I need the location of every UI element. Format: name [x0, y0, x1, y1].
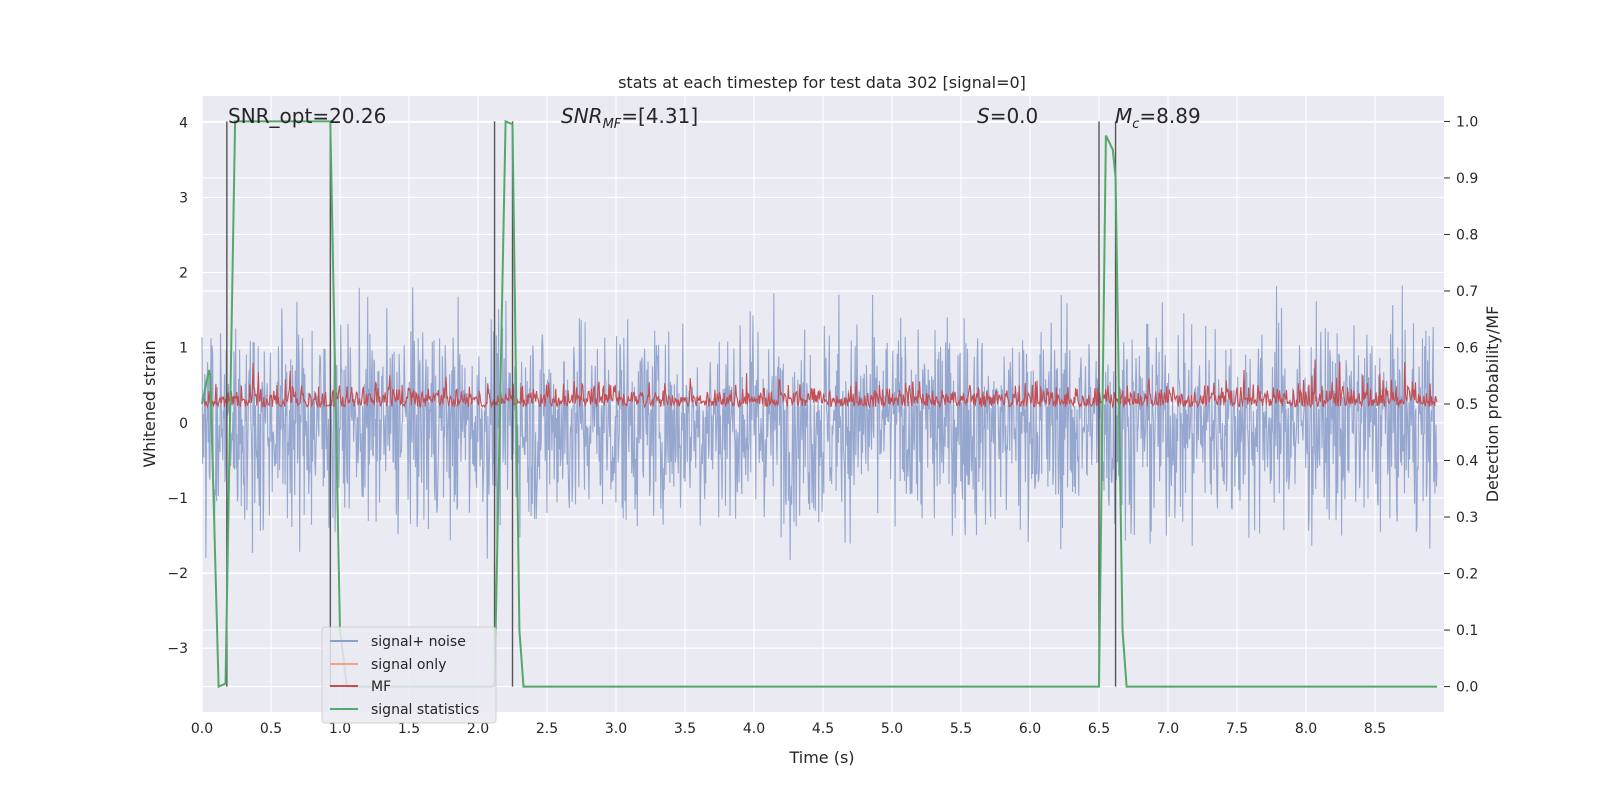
- x-tick-label: 6.0: [1019, 721, 1041, 737]
- mf-line: [201, 359, 1438, 409]
- y-tick-labels: −3 −2 −1 0 1 2 3 4: [167, 115, 188, 657]
- y2-tick-label: 0.8: [1456, 227, 1478, 243]
- s-annotation: S=0.0: [977, 104, 1038, 128]
- y2-tick-label: 0.5: [1456, 397, 1478, 413]
- y-tick-label: −1: [167, 491, 188, 507]
- x-tick-label: 5.0: [881, 721, 903, 737]
- grid: [201, 96, 1444, 712]
- legend-label-signal-noise: signal+ noise: [371, 634, 466, 650]
- x-tick-label: 2.5: [536, 721, 558, 737]
- mf-series: [201, 359, 1438, 409]
- y2-tick-label: 0.6: [1456, 340, 1478, 356]
- x-tick-labels: 0.0 0.5 1.0 1.5 2.0 2.5 3.0 3.5 4.0 4.5 5.0 5.5 6.0 6…: [191, 721, 1386, 737]
- y2-tick-label: 0.7: [1456, 284, 1478, 300]
- x-tick-label: 3.0: [605, 721, 627, 737]
- x-tick-label: 7.0: [1157, 721, 1179, 737]
- y2-tick-label: 0.2: [1456, 567, 1478, 583]
- legend-label-mf: MF: [371, 679, 391, 695]
- chart-title: stats at each timestep for test data 302…: [618, 73, 1026, 92]
- snr-opt-annotation: SNR_opt=20.26: [228, 104, 386, 128]
- y2-tick-label: 0.1: [1456, 623, 1478, 639]
- signal-statistics-series: [201, 119, 1438, 689]
- y-tick-label: 3: [179, 190, 188, 206]
- x-tick-label: 2.0: [467, 721, 489, 737]
- y-axis-label: Whitened strain: [140, 340, 159, 467]
- x-tick-label: 8.0: [1295, 721, 1317, 737]
- y-tick-label: 4: [179, 115, 188, 131]
- legend-label-signal-only: signal only: [371, 657, 446, 673]
- y2-tick-label: 1.0: [1456, 114, 1478, 130]
- y2-axis-label: Detection probability/MF: [1483, 306, 1502, 503]
- x-tick-label: 0.0: [191, 721, 213, 737]
- signal-noise-line: [201, 285, 1438, 561]
- y2-tick-label: 0.3: [1456, 510, 1478, 526]
- signal-statistics-line: [201, 119, 1438, 689]
- legend-label-signal-statistics: signal statistics: [371, 702, 479, 718]
- x-tick-label: 5.5: [950, 721, 972, 737]
- y-tick-label: 1: [179, 341, 188, 357]
- x-tick-label: 3.5: [674, 721, 696, 737]
- x-tick-label: 1.0: [329, 721, 351, 737]
- y2-tick-label: 0.9: [1456, 171, 1478, 187]
- y-tick-label: 0: [179, 416, 188, 432]
- x-tick-label: 0.5: [260, 721, 282, 737]
- x-tick-label: 4.5: [812, 721, 834, 737]
- snr-mf-annotation: SNRMF=[4.31]: [561, 104, 698, 132]
- x-tick-label: 6.5: [1088, 721, 1110, 737]
- x-axis-label: Time (s): [788, 748, 854, 767]
- detection-marker-lines: [226, 121, 1117, 687]
- y-tick-label: −3: [167, 641, 188, 657]
- signal-noise-series: [201, 285, 1438, 561]
- y-tick-label: 2: [179, 266, 188, 282]
- x-tick-label: 7.5: [1226, 721, 1248, 737]
- y-tick-label: −2: [167, 566, 188, 582]
- x-tick-label: 8.5: [1364, 721, 1386, 737]
- x-tick-label: 4.0: [743, 721, 765, 737]
- y2-tick-label: 0.0: [1456, 680, 1478, 696]
- y2-tick-label: 0.4: [1456, 454, 1478, 470]
- x-tick-label: 1.5: [398, 721, 420, 737]
- y2-tick-labels: 0.0 0.1 0.2 0.3 0.4 0.5 0.6 0.7 0.8 0.9 1.0: [1444, 114, 1478, 696]
- mc-annotation: Mc=8.89: [1115, 104, 1201, 132]
- legend: signal+ noise signal only MF signal stat…: [321, 626, 497, 724]
- legend-box: [321, 626, 497, 724]
